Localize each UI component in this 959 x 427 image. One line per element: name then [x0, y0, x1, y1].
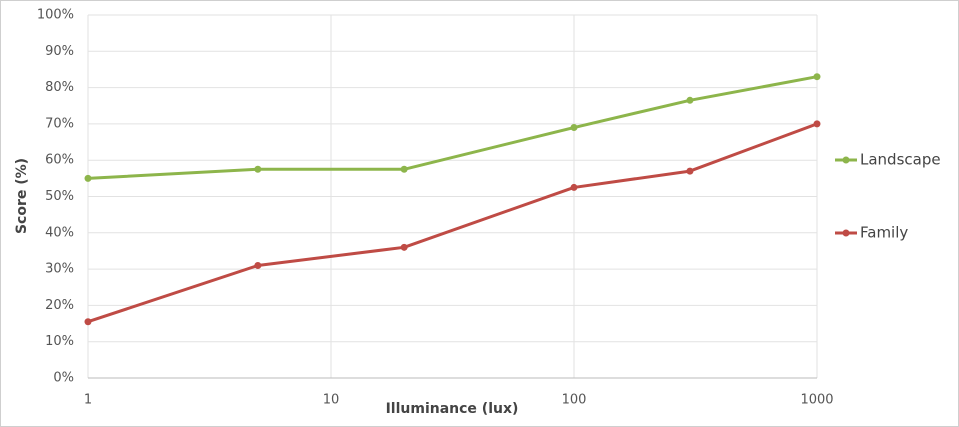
y-tick-label: 50% — [45, 189, 74, 204]
x-tick-label: 10 — [323, 393, 340, 408]
data-point — [570, 124, 578, 132]
x-tick-label: 100 — [562, 393, 587, 408]
y-tick-label: 40% — [45, 225, 74, 240]
y-tick-label: 0% — [53, 371, 74, 386]
y-axis-title: Score (%) — [14, 158, 30, 234]
y-tick-label: 100% — [37, 8, 74, 23]
y-tick-label: 80% — [45, 80, 74, 95]
x-axis-title: Illuminance (lux) — [386, 401, 519, 417]
data-point — [254, 261, 262, 269]
legend-label: Landscape — [860, 151, 941, 169]
data-point — [686, 96, 694, 104]
x-tick-label: 1000 — [800, 393, 833, 408]
data-point — [686, 167, 694, 175]
y-tick-label: 70% — [45, 116, 74, 131]
y-tick-label: 20% — [45, 298, 74, 313]
series-line — [87, 122, 818, 324]
y-tick-label: 60% — [45, 153, 74, 168]
data-point — [400, 165, 408, 173]
legend-swatch — [842, 156, 850, 164]
data-point — [84, 174, 92, 182]
legend-swatch — [842, 229, 850, 237]
series-line — [87, 75, 818, 180]
y-tick-label: 10% — [45, 334, 74, 349]
data-point — [813, 73, 821, 81]
y-tick-label: 30% — [45, 262, 74, 277]
data-point — [84, 318, 92, 326]
data-point — [400, 243, 408, 251]
data-point — [570, 183, 578, 191]
data-point — [254, 165, 262, 173]
legend-label: Family — [860, 224, 908, 242]
y-tick-label: 90% — [45, 44, 74, 59]
data-point — [813, 120, 821, 128]
x-tick-label: 1 — [84, 393, 92, 408]
